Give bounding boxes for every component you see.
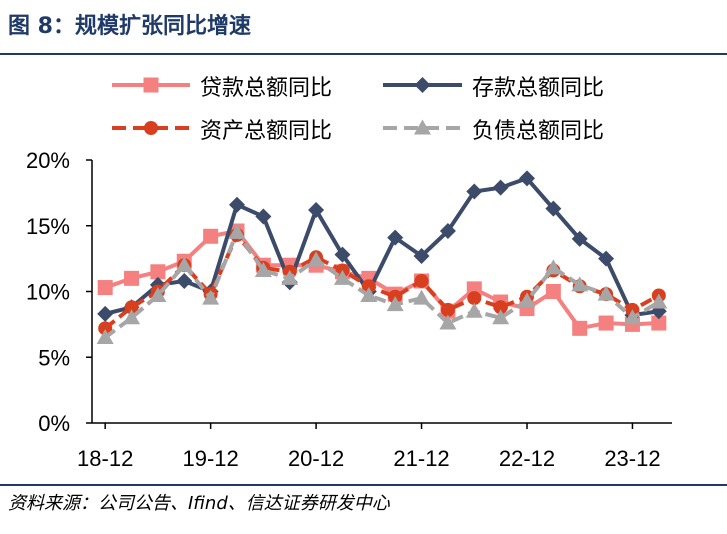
source-divider [0,484,727,486]
series-line-4 [103,230,660,340]
x-tick-label: 18-12 [77,446,133,471]
y-tick-label: 10% [26,280,70,305]
legend-label: 资产总额同比 [200,119,332,144]
series-2-point [519,170,535,187]
series-2-point [97,305,114,322]
series-4-point [571,276,589,292]
y-tick-label: 15% [26,214,70,239]
series-3-point [361,279,376,294]
series-4-point [281,269,299,285]
series-4-point [96,329,114,345]
series-4-point [518,292,536,308]
series-4-point [413,289,431,305]
x-tick-label: 21-12 [393,446,449,471]
series-2-point [571,230,588,247]
series-4-point [439,314,457,330]
series-4-point [149,286,167,302]
legend-marker-3 [144,121,158,135]
series-3-point [467,291,482,306]
series-2-point [229,196,245,213]
series-2-point [439,223,456,240]
series-4-point [228,223,246,239]
series-4-point [175,256,193,272]
x-tick-label: 22-12 [499,446,555,471]
y-tick-label: 0% [38,411,70,436]
series-1-point [203,228,219,244]
series-1-point [97,280,113,296]
legend-label: 存款总额同比 [472,76,604,101]
series-2-point [255,208,272,225]
series-3-point [124,300,139,315]
series-1-point [150,264,166,280]
series-4-point [386,296,404,312]
series-1-point [124,270,140,286]
figure-title: 图 8：规模扩张同比增速 [8,14,251,39]
series-1-point [545,284,561,299]
legend-marker-4 [414,119,431,135]
series-2-point [598,250,615,267]
series-4-point [333,269,351,285]
legend-marker-1 [143,77,159,93]
series-3-point [493,300,508,315]
series-2-point [466,183,483,200]
series-2-point [413,247,430,264]
x-tick-label: 19-12 [182,446,238,471]
series-4-point [465,302,483,318]
series-4-point [307,251,325,267]
series-1-point [598,315,614,331]
series-4-point [492,309,510,325]
series-3-point [98,321,113,336]
series-4-point [544,259,562,275]
series-2-point [334,246,351,263]
title-divider [0,53,727,55]
y-tick-label: 5% [38,345,70,370]
series-4-point [360,286,378,302]
series-4-point [650,293,668,309]
series-1-point [572,320,588,336]
y-tick-label: 20% [26,148,70,173]
series-4-point [597,285,615,301]
series-4-point [202,289,220,305]
series-4-point [623,309,641,325]
legend-label: 贷款总额同比 [200,76,332,101]
series-1-point [651,315,667,331]
series-2-point [387,229,404,246]
legend-marker-2 [414,77,431,93]
source-note: 资料来源：公司公告、Ifind、信达证券研发中心 [8,493,390,514]
series-2-point [308,201,325,218]
series-line-1 [104,229,659,331]
series-3-point [440,302,455,317]
series-line-3 [103,232,660,330]
series-2-point [492,179,509,196]
series-2-point [545,200,562,217]
x-tick-label: 23-12 [604,446,660,471]
series-3-point [414,273,429,288]
series-4-point [123,309,141,325]
series-line-2 [104,176,660,318]
plot-area: 0% 5% 10% 15% 20% 18-12 19-12 20-12 21-12 22-12 23… [26,148,672,471]
series-4-point [254,261,272,277]
legend-label: 负债总额同比 [472,119,604,144]
x-tick-label: 20-12 [288,446,344,471]
series-2-point [176,272,193,289]
